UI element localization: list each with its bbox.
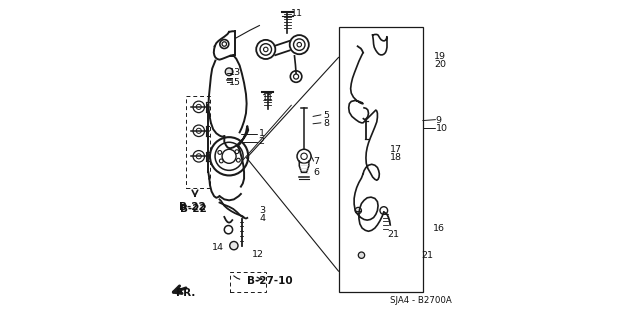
Text: 21: 21: [422, 251, 433, 260]
Text: FR.: FR.: [177, 288, 196, 299]
Text: 1: 1: [259, 130, 265, 138]
Text: 11: 11: [291, 9, 303, 18]
Bar: [186, 96, 210, 188]
Text: 9: 9: [435, 116, 442, 125]
Text: 8: 8: [323, 119, 329, 128]
Text: 18: 18: [390, 153, 402, 162]
Bar: [230, 272, 266, 292]
Text: 14: 14: [212, 243, 224, 252]
Text: B-27-10: B-27-10: [247, 276, 293, 286]
Text: B-22: B-22: [180, 204, 206, 214]
Text: 16: 16: [433, 224, 445, 233]
Circle shape: [355, 207, 362, 214]
Text: B-22: B-22: [179, 202, 205, 212]
Text: 13: 13: [229, 68, 241, 77]
Text: 12: 12: [252, 250, 264, 259]
Bar: [339, 27, 423, 292]
Text: 6: 6: [313, 168, 319, 177]
Text: 17: 17: [390, 145, 402, 154]
Text: 11: 11: [262, 94, 274, 103]
Text: 5: 5: [323, 111, 329, 120]
Text: 3: 3: [259, 206, 266, 215]
Text: 7: 7: [313, 157, 319, 166]
Circle shape: [225, 68, 233, 76]
Text: 15: 15: [229, 78, 241, 87]
Text: SJA4 - B2700A: SJA4 - B2700A: [390, 296, 451, 305]
Circle shape: [230, 241, 238, 250]
Circle shape: [358, 252, 365, 258]
Text: 4: 4: [259, 214, 266, 223]
Text: 2: 2: [259, 137, 265, 146]
Text: 20: 20: [434, 60, 446, 69]
Text: 21: 21: [387, 230, 399, 239]
Text: 10: 10: [435, 124, 447, 133]
Text: 19: 19: [434, 52, 446, 61]
